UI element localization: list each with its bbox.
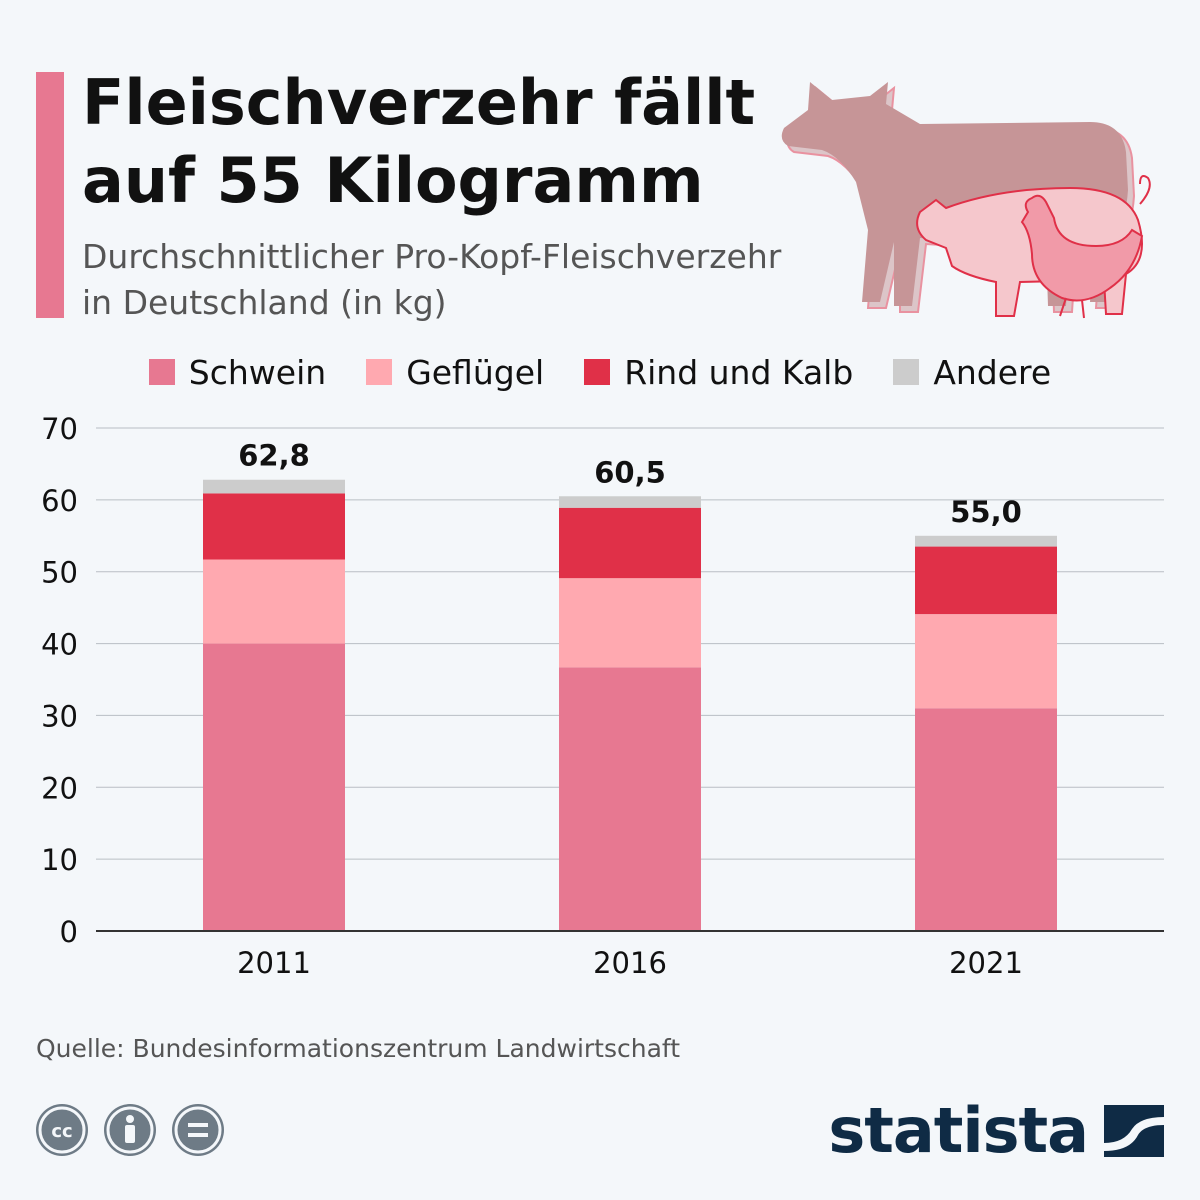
source-note: Quelle: Bundesinformationszentrum Landwi…	[36, 1034, 681, 1063]
brand-name: statista	[828, 1094, 1089, 1167]
legend-item-andere: Andere	[893, 353, 1051, 392]
svg-text:cc: cc	[51, 1121, 72, 1142]
legend-label: Geflügel	[406, 352, 545, 392]
no-derivatives-icon[interactable]	[172, 1104, 224, 1156]
total-label: 62,8	[238, 439, 310, 473]
chart-subtitle: Durchschnittlicher Pro-Kopf-Fleischverze…	[82, 234, 882, 326]
subtitle-line-2: in Deutschland (in kg)	[82, 283, 447, 322]
creative-commons-icon[interactable]: cc	[36, 1104, 88, 1156]
statista-logo[interactable]: statista	[828, 1094, 1164, 1167]
cow-icon	[781, 82, 1136, 313]
livestock-illustration	[781, 82, 1151, 319]
legend-swatch	[893, 359, 920, 385]
bar-segment	[915, 535, 1057, 547]
legend-item-schwein: Schwein	[148, 352, 327, 392]
bar-segment	[915, 546, 1057, 615]
legend-label: Rind und Kalb	[624, 352, 854, 392]
legend-item-rind-und-kalb: Rind und Kalb	[584, 353, 853, 392]
y-tick-label: 40	[41, 628, 78, 662]
bar-segment	[559, 667, 701, 931]
legend-label: Schwein	[188, 352, 327, 392]
bar-segment	[559, 578, 701, 668]
legend-label: Andere	[933, 352, 1052, 392]
legend-swatch	[148, 359, 175, 385]
y-tick-label: 70	[41, 412, 78, 446]
legend-item-gefluegel: Geflügel	[366, 353, 544, 392]
bar-segment	[915, 708, 1057, 931]
x-tick-label: 2016	[593, 946, 667, 980]
chicken-icon	[1020, 194, 1144, 319]
legend-swatch	[366, 359, 393, 385]
total-label: 60,5	[594, 455, 666, 489]
x-tick-label: 2011	[237, 946, 311, 980]
y-tick-label: 60	[41, 484, 78, 518]
bar-segment	[915, 614, 1057, 709]
title-line-1: Fleischverzehr fällt	[82, 66, 756, 139]
bar-segment	[203, 493, 345, 560]
y-tick-label: 50	[41, 556, 78, 590]
pig-icon	[916, 175, 1151, 317]
attribution-icon[interactable]	[104, 1104, 156, 1156]
legend-swatch	[584, 359, 611, 385]
total-label: 55,0	[950, 495, 1022, 529]
y-tick-label: 20	[41, 771, 78, 805]
y-tick-label: 10	[41, 843, 78, 877]
title-accent-bar	[36, 72, 64, 318]
bar-segment	[203, 643, 345, 931]
bar-segment	[203, 479, 345, 494]
bar-segment	[559, 496, 701, 508]
stacked-bar-chart: 0 10 20 30 40 50 60 70 62,8 2011 60,5 2016 55,0 2021	[41, 412, 1164, 980]
x-tick-label: 2021	[949, 946, 1023, 980]
chart-title: Fleischverzehr fällt auf 55 Kilogramm	[82, 64, 782, 220]
license-icons: cc	[36, 1104, 224, 1156]
y-tick-label: 0	[60, 915, 78, 949]
chart-legend: Schwein Geflügel Rind und Kalb Andere	[0, 350, 1200, 394]
subtitle-line-1: Durchschnittlicher Pro-Kopf-Fleischverze…	[82, 237, 782, 276]
bar-segment	[559, 507, 701, 579]
bar-segment	[203, 559, 345, 644]
y-tick-label: 30	[41, 699, 78, 733]
statista-logo-icon	[1104, 1104, 1164, 1157]
title-line-2: auf 55 Kilogramm	[82, 144, 704, 217]
